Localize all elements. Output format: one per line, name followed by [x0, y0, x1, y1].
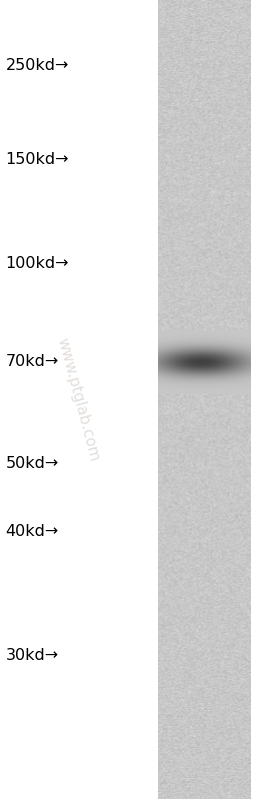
Text: 100kd→: 100kd→	[6, 256, 69, 271]
Text: 150kd→: 150kd→	[6, 153, 69, 167]
Text: 50kd→: 50kd→	[6, 456, 59, 471]
Text: 30kd→: 30kd→	[6, 648, 59, 662]
Text: 40kd→: 40kd→	[6, 524, 59, 539]
Text: 70kd→: 70kd→	[6, 355, 59, 369]
Text: 250kd→: 250kd→	[6, 58, 69, 73]
Text: www.ptglab.com: www.ptglab.com	[55, 336, 102, 463]
